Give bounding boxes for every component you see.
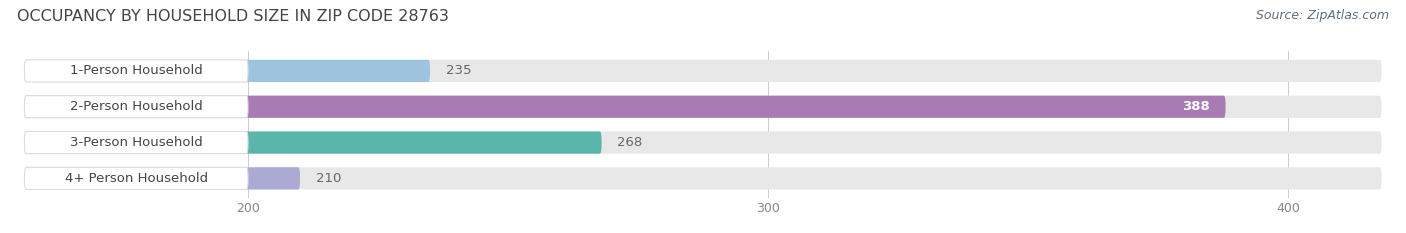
Text: 388: 388	[1182, 100, 1211, 113]
Text: 1-Person Household: 1-Person Household	[70, 65, 202, 77]
Text: 210: 210	[315, 172, 342, 185]
FancyBboxPatch shape	[24, 131, 247, 154]
FancyBboxPatch shape	[24, 167, 1382, 189]
FancyBboxPatch shape	[24, 131, 1382, 154]
Text: 268: 268	[617, 136, 643, 149]
Text: 4+ Person Household: 4+ Person Household	[65, 172, 208, 185]
Text: 235: 235	[446, 65, 471, 77]
FancyBboxPatch shape	[24, 96, 1382, 118]
Text: 3-Person Household: 3-Person Household	[70, 136, 202, 149]
FancyBboxPatch shape	[24, 60, 1382, 82]
FancyBboxPatch shape	[24, 96, 247, 118]
Text: 2-Person Household: 2-Person Household	[70, 100, 202, 113]
FancyBboxPatch shape	[24, 96, 1226, 118]
FancyBboxPatch shape	[24, 131, 602, 154]
FancyBboxPatch shape	[24, 167, 247, 189]
FancyBboxPatch shape	[24, 167, 299, 189]
Text: OCCUPANCY BY HOUSEHOLD SIZE IN ZIP CODE 28763: OCCUPANCY BY HOUSEHOLD SIZE IN ZIP CODE …	[17, 9, 449, 24]
FancyBboxPatch shape	[24, 60, 247, 82]
FancyBboxPatch shape	[24, 60, 430, 82]
Text: Source: ZipAtlas.com: Source: ZipAtlas.com	[1256, 9, 1389, 22]
